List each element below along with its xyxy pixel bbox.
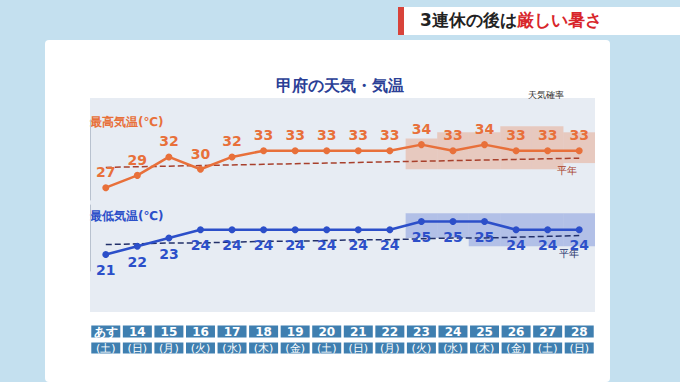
svg-text:23: 23 <box>413 325 430 339</box>
svg-text:33: 33 <box>380 127 399 143</box>
svg-text:33: 33 <box>317 127 336 143</box>
svg-text:32: 32 <box>159 133 178 149</box>
svg-text:甲府の天気・気温: 甲府の天気・気温 <box>276 76 404 95</box>
svg-text:平年: 平年 <box>557 165 577 176</box>
svg-text:(水): (水) <box>222 342 242 355</box>
svg-text:24: 24 <box>317 237 337 253</box>
svg-text:16: 16 <box>192 325 209 339</box>
svg-text:32: 32 <box>222 133 241 149</box>
svg-text:24: 24 <box>569 237 589 253</box>
svg-text:33: 33 <box>443 127 462 143</box>
svg-text:33: 33 <box>538 127 557 143</box>
svg-text:24: 24 <box>445 325 462 339</box>
svg-text:24: 24 <box>349 237 369 253</box>
svg-text:25: 25 <box>476 325 493 339</box>
svg-text:24: 24 <box>191 237 211 253</box>
svg-text:(月): (月) <box>380 342 400 355</box>
svg-text:22: 22 <box>128 254 147 270</box>
svg-text:(木): (木) <box>254 342 274 355</box>
svg-text:(木): (木) <box>475 342 495 355</box>
svg-text:33: 33 <box>569 127 588 143</box>
svg-text:18: 18 <box>255 325 272 339</box>
svg-text:(土): (土) <box>96 342 116 355</box>
svg-text:26: 26 <box>508 325 525 339</box>
svg-text:24: 24 <box>538 237 558 253</box>
svg-text:厳しい暑さ: 厳しい暑さ <box>516 10 602 30</box>
svg-text:33: 33 <box>349 127 368 143</box>
svg-text:33: 33 <box>254 127 273 143</box>
svg-text:29: 29 <box>128 152 147 168</box>
svg-text:25: 25 <box>475 229 494 245</box>
svg-text:27: 27 <box>539 325 556 339</box>
svg-text:19: 19 <box>287 325 304 339</box>
svg-text:23: 23 <box>159 246 178 262</box>
svg-text:24: 24 <box>380 237 400 253</box>
svg-text:17: 17 <box>224 325 241 339</box>
svg-text:あす: あす <box>94 325 118 339</box>
svg-text:30: 30 <box>191 146 211 162</box>
svg-text:(日): (日) <box>348 342 368 355</box>
svg-text:15: 15 <box>161 325 178 339</box>
svg-text:(月): (月) <box>159 342 179 355</box>
svg-text:最低気温(℃): 最低気温(℃) <box>89 209 164 223</box>
svg-text:24: 24 <box>285 237 305 253</box>
svg-text:(土): (土) <box>538 342 558 355</box>
svg-text:最高気温(℃): 最高気温(℃) <box>89 115 164 129</box>
svg-text:天気確率: 天気確率 <box>528 90 564 100</box>
svg-text:平年: 平年 <box>559 248 580 259</box>
svg-text:(日): (日) <box>128 342 148 355</box>
svg-text:33: 33 <box>506 127 525 143</box>
svg-text:(火): (火) <box>412 342 432 355</box>
svg-text:20: 20 <box>318 325 335 339</box>
svg-text:24: 24 <box>254 237 274 253</box>
svg-text:(日): (日) <box>569 342 589 355</box>
svg-text:25: 25 <box>412 229 431 245</box>
svg-text:28: 28 <box>571 325 588 339</box>
svg-text:22: 22 <box>381 325 398 339</box>
svg-text:(金): (金) <box>285 342 305 355</box>
svg-text:33: 33 <box>285 127 304 143</box>
svg-text:14: 14 <box>129 325 146 339</box>
svg-text:24: 24 <box>506 237 526 253</box>
svg-text:21: 21 <box>350 325 367 339</box>
svg-text:24: 24 <box>222 237 242 253</box>
svg-text:(金): (金) <box>506 342 526 355</box>
svg-text:27: 27 <box>96 164 115 180</box>
svg-text:21: 21 <box>96 262 115 278</box>
svg-text:34: 34 <box>475 121 495 137</box>
svg-text:(水): (水) <box>443 342 463 355</box>
svg-text:25: 25 <box>443 229 462 245</box>
svg-text:3連休の後は: 3連休の後は <box>420 10 517 30</box>
svg-text:34: 34 <box>412 121 432 137</box>
svg-text:(土): (土) <box>317 342 337 355</box>
svg-text:(火): (火) <box>191 342 211 355</box>
